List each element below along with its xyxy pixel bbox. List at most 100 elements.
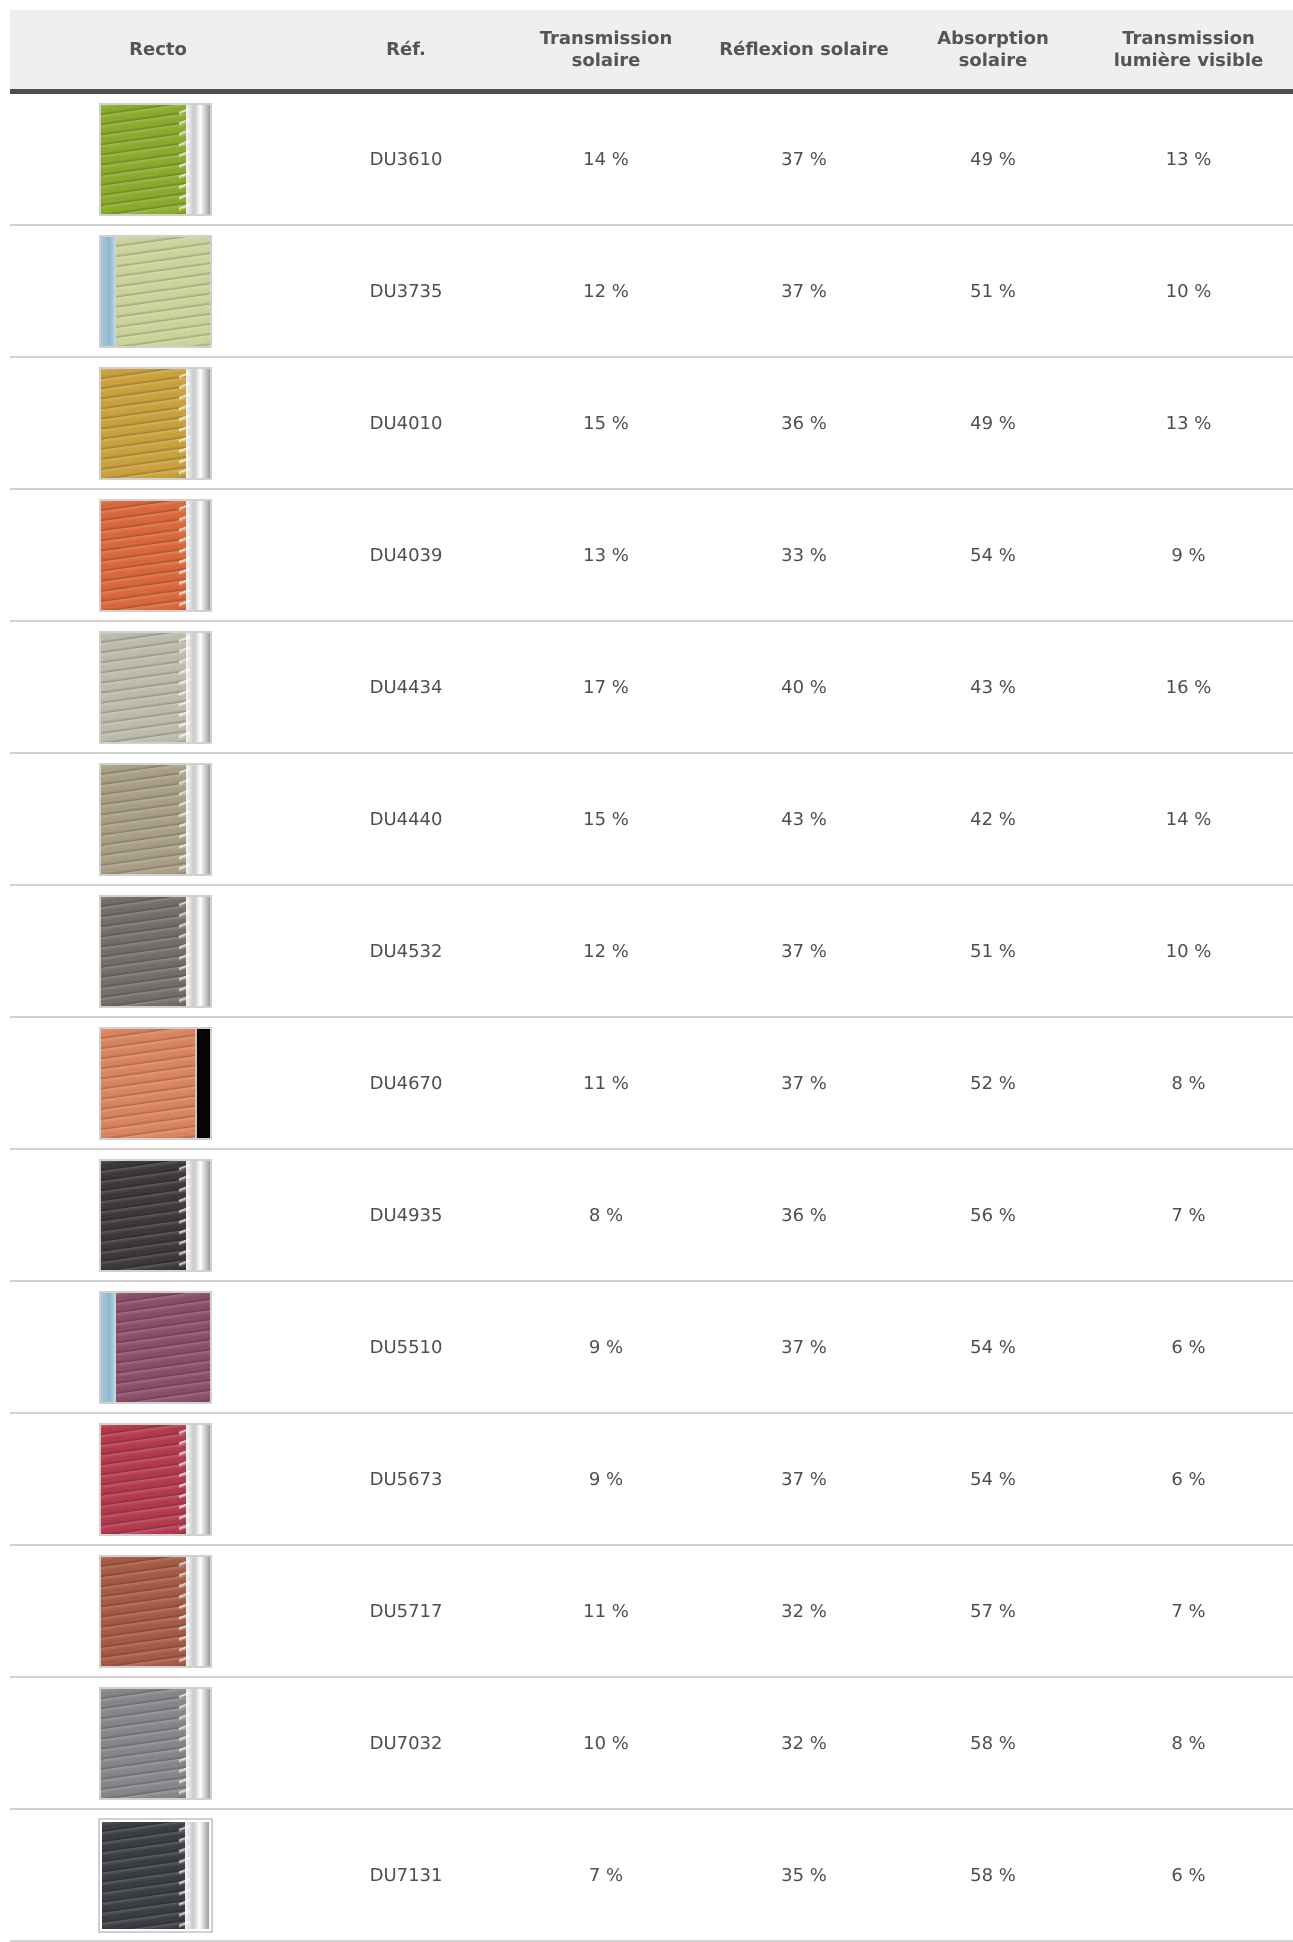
table-header: Recto Réf. Transmission solaire Réflexio…: [10, 10, 1293, 94]
transmission-lumiere-visible-cell: 6 %: [1084, 1809, 1293, 1942]
fabric-backing: [186, 1160, 210, 1270]
reflexion-solaire-cell: 37 %: [706, 1413, 902, 1546]
recto-cell: [10, 621, 306, 754]
fabric-backing: [186, 500, 210, 610]
absorption-solaire-cell: 52 %: [902, 1017, 1084, 1150]
fabric-swatch-image: [99, 894, 212, 1008]
pleat-edge: [179, 896, 191, 1006]
transmission-solaire-cell: 11 %: [506, 1545, 706, 1678]
absorption-solaire-cell: 51 %: [902, 885, 1084, 1018]
transmission-solaire-cell: 9 %: [506, 1281, 706, 1414]
header-absorption-solaire: Absorption solaire: [902, 10, 1084, 94]
pleat-edge: [179, 1160, 191, 1270]
recto-cell: [10, 225, 306, 358]
pleat-edge: [179, 104, 191, 214]
fabric-swatch-image: [99, 1422, 212, 1536]
table-row: DU5510 9 % 37 % 54 % 6 %: [10, 1281, 1293, 1414]
ref-cell: DU4434: [306, 621, 506, 754]
ref-cell: DU4670: [306, 1017, 506, 1150]
recto-cell: [10, 489, 306, 622]
ref-cell: DU3735: [306, 225, 506, 358]
fabric-backing: [186, 896, 210, 1006]
absorption-solaire-cell: 56 %: [902, 1149, 1084, 1282]
fabric-pleats: [101, 1688, 187, 1798]
table-row: DU5717 11 % 32 % 57 % 7 %: [10, 1545, 1293, 1678]
absorption-solaire-cell: 54 %: [902, 489, 1084, 622]
reflexion-solaire-cell: 37 %: [706, 1017, 902, 1150]
fabric-backing: [186, 764, 210, 874]
ref-cell: DU7032: [306, 1677, 506, 1810]
transmission-solaire-cell: 10 %: [506, 1677, 706, 1810]
transmission-solaire-cell: 7 %: [506, 1809, 706, 1942]
table-row: DU5673 9 % 37 % 54 % 6 %: [10, 1413, 1293, 1546]
ref-cell: DU4039: [306, 489, 506, 622]
fabric-pleats: [101, 1556, 187, 1666]
fabric-backing: [185, 1821, 209, 1929]
fabric-swatch-image: [99, 630, 212, 744]
fabric-backing: [194, 1028, 210, 1138]
transmission-lumiere-visible-cell: 6 %: [1084, 1281, 1293, 1414]
reflexion-solaire-cell: 36 %: [706, 1149, 902, 1282]
reflexion-solaire-cell: 32 %: [706, 1677, 902, 1810]
pleat-edge: [179, 1556, 191, 1666]
reflexion-solaire-cell: 32 %: [706, 1545, 902, 1678]
fabric-spec-table: Recto Réf. Transmission solaire Réflexio…: [10, 10, 1293, 1942]
absorption-solaire-cell: 54 %: [902, 1281, 1084, 1414]
recto-cell: [10, 1677, 306, 1810]
reflexion-solaire-cell: 40 %: [706, 621, 902, 754]
fabric-pleats: [116, 1292, 210, 1402]
transmission-lumiere-visible-cell: 6 %: [1084, 1413, 1293, 1546]
reflexion-solaire-cell: 43 %: [706, 753, 902, 886]
transmission-lumiere-visible-cell: 8 %: [1084, 1677, 1293, 1810]
absorption-solaire-cell: 51 %: [902, 225, 1084, 358]
pleat-edge: [179, 764, 191, 874]
header-reflexion-solaire: Réflexion solaire: [706, 10, 902, 94]
transmission-solaire-cell: 12 %: [506, 885, 706, 1018]
reflexion-solaire-cell: 35 %: [706, 1809, 902, 1942]
fabric-pleats: [102, 1821, 186, 1929]
fabric-swatch-image: [99, 1686, 212, 1800]
transmission-solaire-cell: 11 %: [506, 1017, 706, 1150]
absorption-solaire-cell: 58 %: [902, 1809, 1084, 1942]
transmission-solaire-cell: 15 %: [506, 753, 706, 886]
ref-cell: DU7131: [306, 1809, 506, 1942]
fabric-swatch-image: [99, 762, 212, 876]
absorption-solaire-cell: 57 %: [902, 1545, 1084, 1678]
pleat-edge: [179, 632, 191, 742]
fabric-pleats: [101, 1424, 187, 1534]
fabric-pleats: [101, 764, 187, 874]
transmission-lumiere-visible-cell: 16 %: [1084, 621, 1293, 754]
reflexion-solaire-cell: 36 %: [706, 357, 902, 490]
pleat-edge: [179, 1688, 191, 1798]
fabric-pleats: [101, 896, 187, 1006]
absorption-solaire-cell: 58 %: [902, 1677, 1084, 1810]
reflexion-solaire-cell: 33 %: [706, 489, 902, 622]
fabric-backing: [186, 368, 210, 478]
header-recto: Recto: [10, 10, 306, 94]
reflexion-solaire-cell: 37 %: [706, 91, 902, 226]
ref-cell: DU4440: [306, 753, 506, 886]
fabric-pleats: [101, 1160, 187, 1270]
fabric-swatch-image: [99, 102, 212, 216]
absorption-solaire-cell: 49 %: [902, 91, 1084, 226]
recto-cell: [10, 753, 306, 886]
recto-cell: [10, 1413, 306, 1546]
table-body: DU3610 14 % 37 % 49 % 13 % DU3735 12 % 37 % 51 %…: [10, 91, 1293, 1942]
fabric-pleats: [116, 236, 210, 346]
pleat-edge: [179, 368, 191, 478]
reflexion-solaire-cell: 37 %: [706, 885, 902, 1018]
ref-cell: DU5717: [306, 1545, 506, 1678]
reflexion-solaire-cell: 37 %: [706, 1281, 902, 1414]
recto-cell: [10, 91, 306, 226]
fabric-pleats: [101, 1028, 197, 1138]
transmission-lumiere-visible-cell: 7 %: [1084, 1545, 1293, 1678]
header-row: Recto Réf. Transmission solaire Réflexio…: [10, 10, 1293, 94]
fabric-pleats: [101, 632, 187, 742]
fabric-pleats: [101, 104, 187, 214]
fabric-swatch-image: [99, 498, 212, 612]
transmission-lumiere-visible-cell: 10 %: [1084, 885, 1293, 1018]
table-row: DU4010 15 % 36 % 49 % 13 %: [10, 357, 1293, 490]
fabric-swatch-image: [99, 366, 212, 480]
transmission-lumiere-visible-cell: 8 %: [1084, 1017, 1293, 1150]
reflexion-solaire-cell: 37 %: [706, 225, 902, 358]
